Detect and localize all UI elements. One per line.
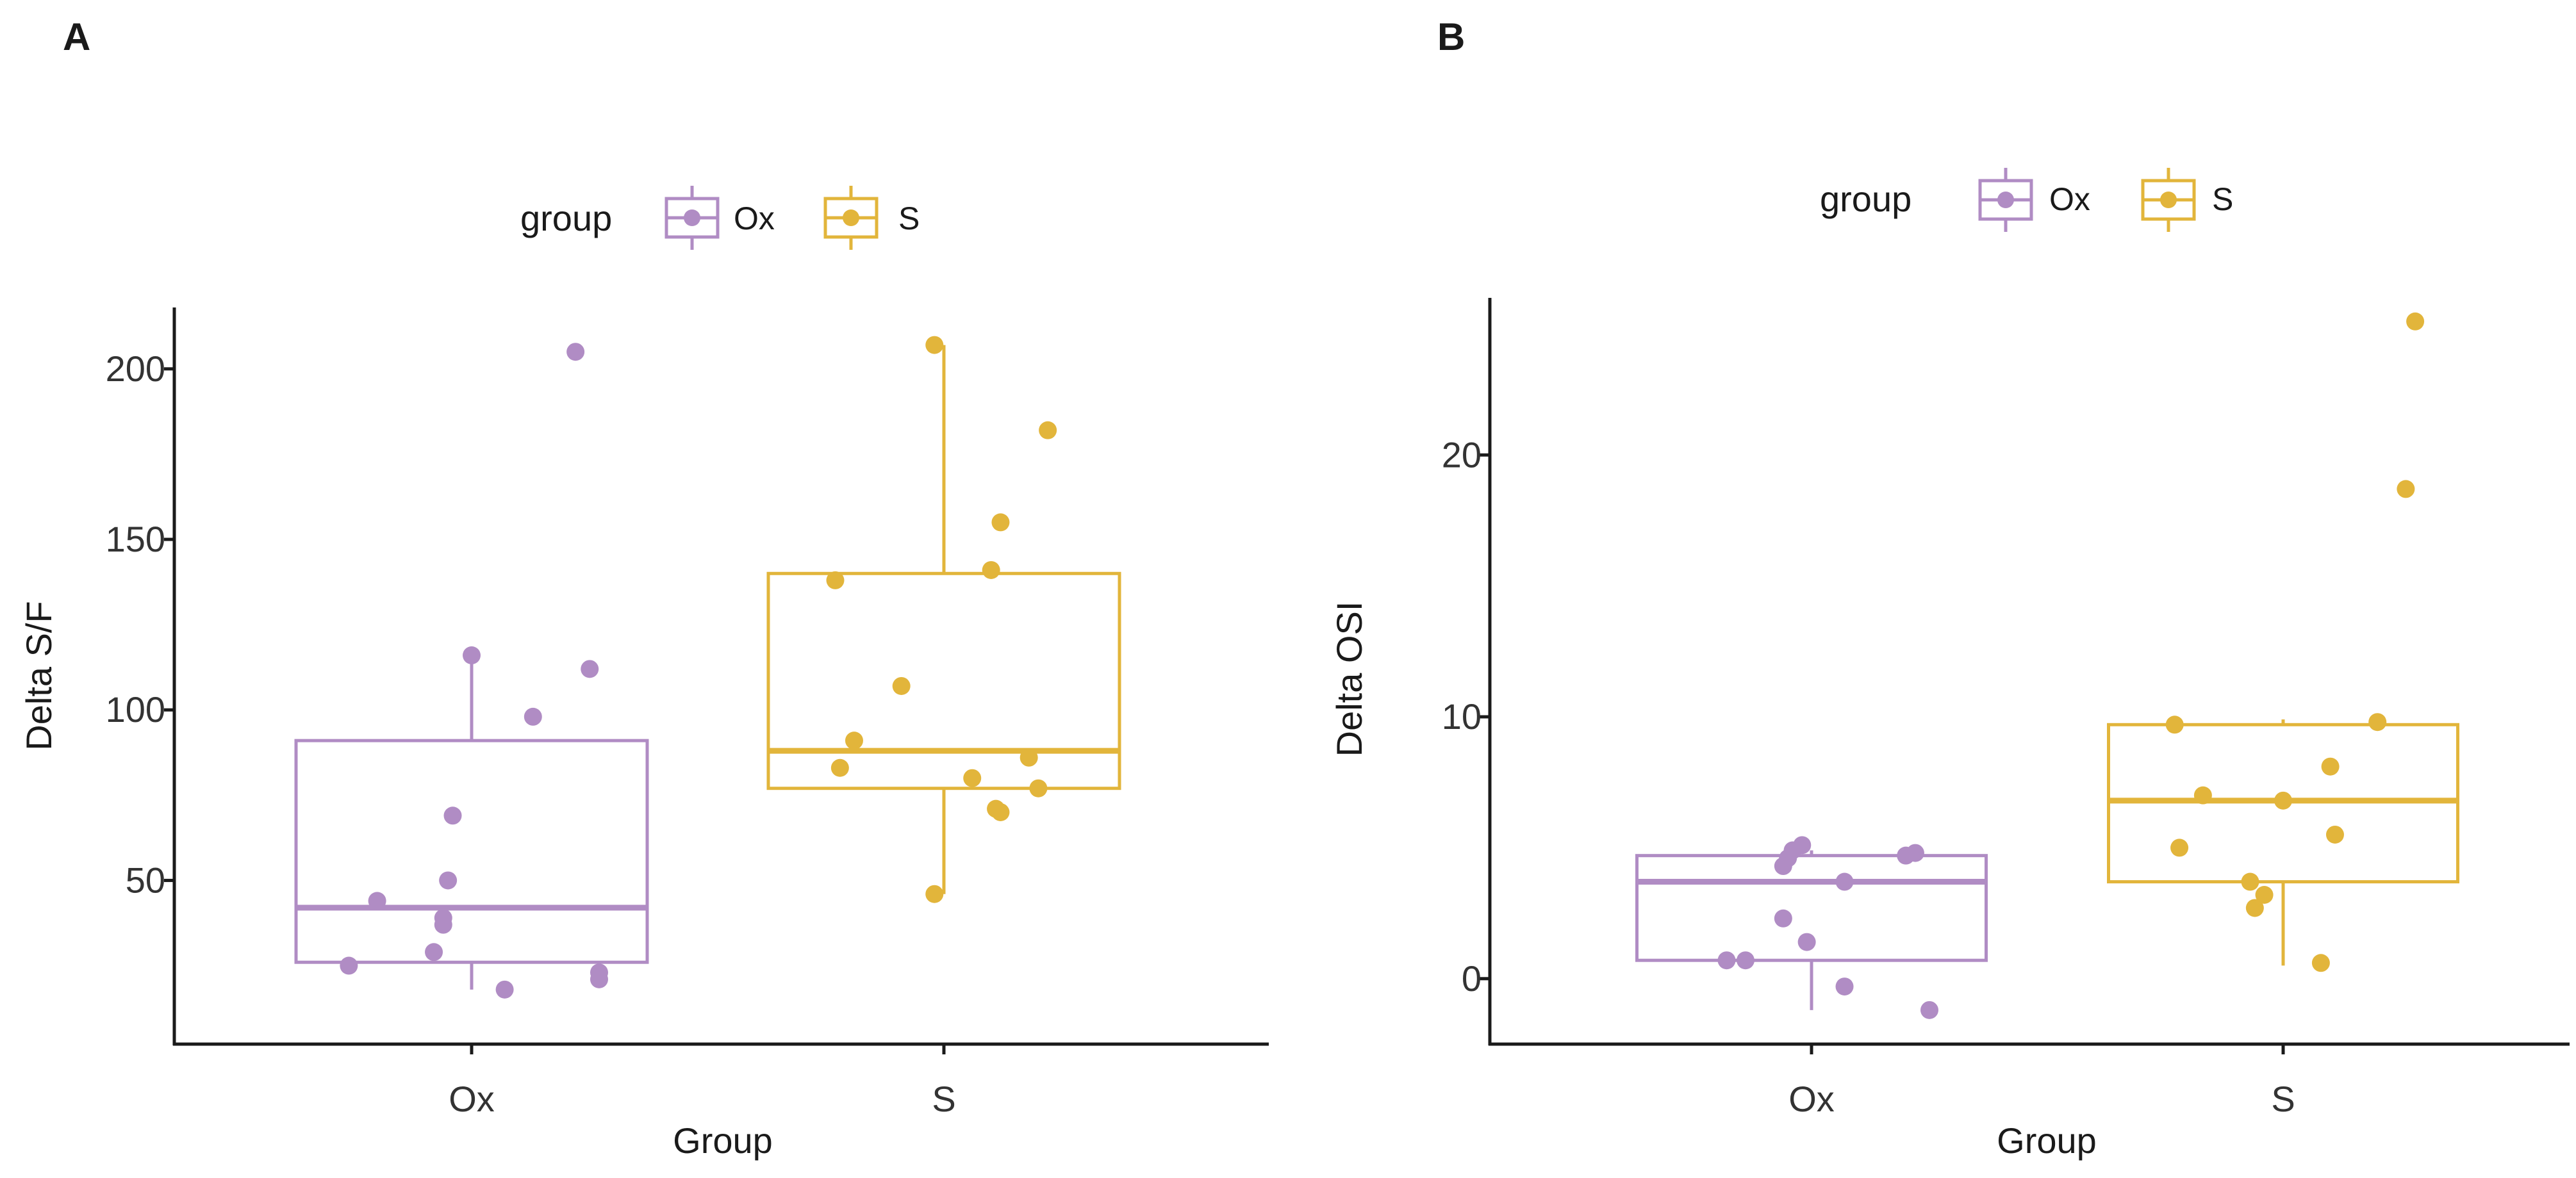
panel-a-y-tick-label: 200 xyxy=(106,348,165,389)
panel-b-point-s xyxy=(2397,480,2415,498)
panel-a-point-ox xyxy=(566,343,585,361)
iqr-box xyxy=(766,571,1121,790)
panel-a-point-s xyxy=(1029,779,1048,798)
panel-b: B group Ox S 0 10 20 Ox S Group Delta OSI xyxy=(1329,15,2570,1161)
panel-a-point-ox xyxy=(368,892,386,910)
panel-b-y-tick-label: 10 xyxy=(1442,696,1482,737)
panel-a-plot: 50 100 150 200 xyxy=(106,307,1269,1054)
panel-a-point-s xyxy=(830,758,849,777)
panel-a-legend: group Ox S xyxy=(520,186,920,250)
panel-b-point-ox xyxy=(1920,1001,1938,1019)
panel-a-letter: A xyxy=(63,15,90,58)
panel-b-y-tick-label: 0 xyxy=(1462,958,1482,999)
panel-a-point-ox xyxy=(340,956,358,975)
panel-a-point-ox xyxy=(495,980,514,999)
panel-b-point-ox xyxy=(1736,951,1754,970)
panel-b-point-ox xyxy=(1797,933,1816,951)
panel-a-legend-key-s xyxy=(823,186,879,250)
panel-a-legend-key-ox xyxy=(665,186,720,250)
panel-a-point-ox xyxy=(434,915,452,934)
panel-b-point-ox xyxy=(1897,846,1915,865)
panel-a-point-ox xyxy=(425,943,443,961)
legend-key-point xyxy=(843,209,859,226)
iqr-box xyxy=(1635,854,1988,962)
panel-b-legend-key-ox xyxy=(1978,168,2033,232)
panel-a-box-ox xyxy=(294,655,649,990)
panel-b-y-tick-label: 20 xyxy=(1442,434,1482,475)
panel-b-legend: group Ox S xyxy=(1820,168,2233,232)
panel-a-x-tick-s: S xyxy=(932,1079,955,1119)
legend-key-point xyxy=(1997,192,2014,208)
panel-a-point-s xyxy=(982,560,1000,579)
legend-key-point xyxy=(2160,192,2177,208)
panel-b-point-s xyxy=(2165,716,2184,734)
panel-b-x-tick-ox: Ox xyxy=(1788,1079,1835,1119)
panel-b-point-s xyxy=(2274,791,2292,810)
panel-a-x-axis-title: Group xyxy=(673,1120,773,1161)
panel-a-x-tick-ox: Ox xyxy=(449,1079,495,1119)
panel-b-x-axis-title: Group xyxy=(1997,1120,2097,1161)
panel-b-point-s xyxy=(2368,713,2387,732)
panel-a-point-ox xyxy=(590,970,608,988)
panel-a-box-s xyxy=(766,345,1121,894)
panel-a-y-axis-title: Delta S/F xyxy=(19,601,59,750)
panel-b-point-s xyxy=(2193,786,2212,805)
panel-a-legend-title: group xyxy=(520,198,612,238)
panel-a-point-ox xyxy=(439,871,458,890)
panel-a-point-s xyxy=(925,885,944,903)
panel-a-point-s xyxy=(991,513,1010,532)
panel-a-point-s xyxy=(1039,421,1057,439)
panel-b-point-ox xyxy=(1835,872,1854,891)
panel-b-legend-label-ox: Ox xyxy=(2049,181,2090,217)
panel-a-point-ox xyxy=(463,646,481,665)
legend-key-point xyxy=(684,209,700,226)
panel-a-point-s xyxy=(845,732,863,750)
panel-b-x-tick-s: S xyxy=(2271,1079,2295,1119)
panel-b-point-s xyxy=(2241,872,2259,891)
panel-a-point-s xyxy=(1020,748,1038,767)
panel-a-legend-label-s: S xyxy=(898,200,920,236)
panel-a: A group Ox S 50 100 150 200 Ox S Group Delt… xyxy=(19,15,1269,1161)
panel-b-point-ox xyxy=(1835,978,1854,996)
panel-b-point-s xyxy=(2321,757,2340,776)
panel-b-legend-label-s: S xyxy=(2212,181,2233,217)
panel-a-point-s xyxy=(925,336,944,354)
panel-a-y-tick-label: 100 xyxy=(106,689,165,730)
iqr-box xyxy=(294,739,649,964)
panel-b-point-s xyxy=(2311,954,2330,972)
panel-a-point-ox xyxy=(443,806,462,825)
panel-b-point-s xyxy=(2325,825,2344,844)
panel-a-point-ox xyxy=(581,660,599,678)
panel-a-point-s xyxy=(991,803,1010,821)
panel-b-box-ox xyxy=(1635,850,1988,1010)
panel-a-y-tick-label: 50 xyxy=(126,860,165,900)
panel-b-point-s xyxy=(2255,886,2274,904)
panel-a-point-s xyxy=(892,676,911,695)
panel-b-legend-title: group xyxy=(1820,179,1911,219)
panel-a-point-s xyxy=(963,769,982,787)
panel-b-point-ox xyxy=(1774,909,1792,928)
panel-b-point-ox xyxy=(1774,857,1792,876)
panel-b-y-axis-title: Delta OSI xyxy=(1329,601,1369,757)
panel-b-legend-key-s xyxy=(2141,168,2196,232)
panel-b-point-s xyxy=(2406,312,2425,331)
panel-b-point-s xyxy=(2245,899,2264,917)
panel-b-point-ox xyxy=(1717,951,1736,970)
panel-b-letter: B xyxy=(1437,15,1465,58)
panel-a-legend-label-ox: Ox xyxy=(734,200,775,236)
panel-a-point-s xyxy=(826,571,845,589)
panel-a-y-tick-label: 150 xyxy=(106,519,165,559)
panel-b-point-s xyxy=(2170,839,2189,857)
panel-a-point-ox xyxy=(524,707,542,726)
panel-b-plot: 0 10 20 xyxy=(1442,298,2570,1054)
panel-b-box-s xyxy=(2107,719,2459,966)
